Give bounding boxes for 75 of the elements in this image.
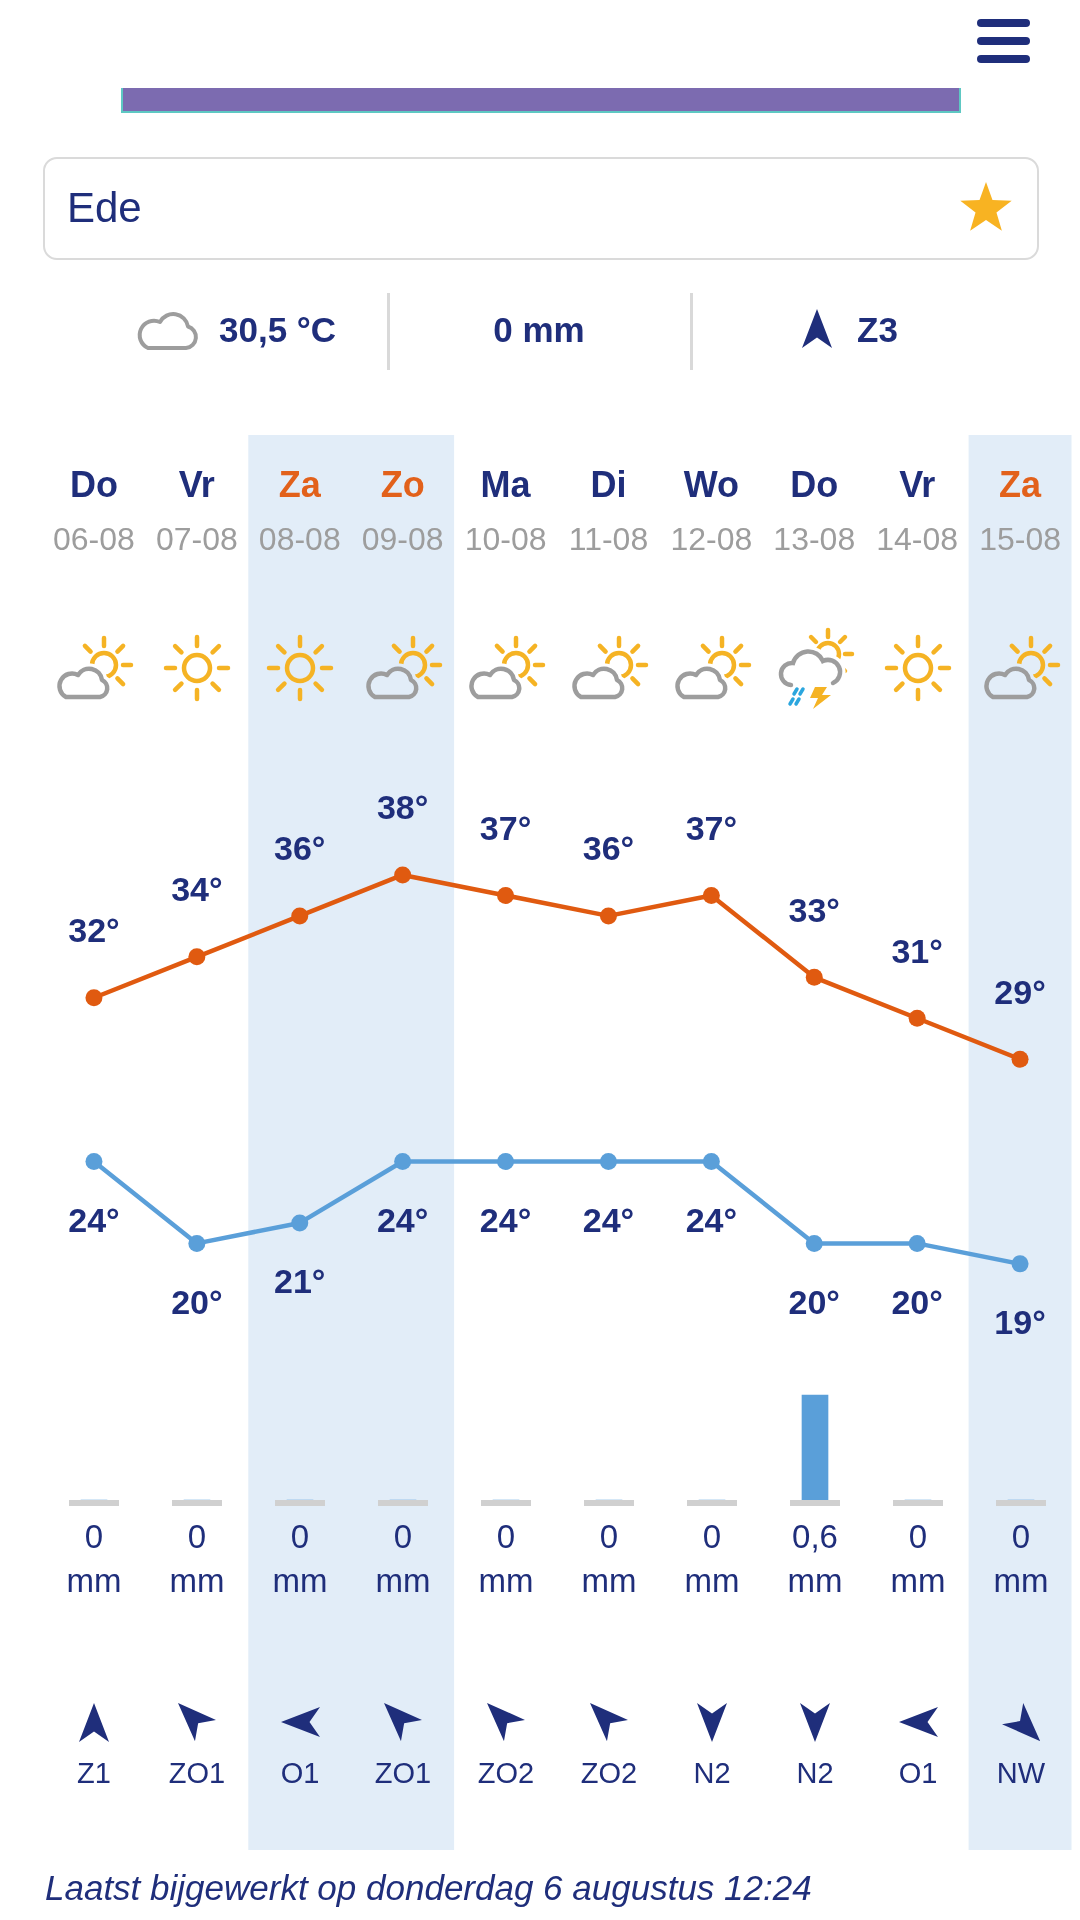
point	[85, 1153, 103, 1171]
x-tick-label: Do 13-08	[773, 463, 856, 557]
text: ZO1	[168, 1757, 226, 1790]
x-tick-label: Za 15-08	[979, 463, 1061, 557]
point	[497, 886, 515, 904]
data-label: 0 mm	[993, 1518, 1049, 1600]
point	[599, 1153, 617, 1171]
x-tick-label: Ma 10-08	[464, 463, 547, 557]
x-tick-label: Zo 09-08	[361, 463, 444, 557]
point	[291, 1214, 309, 1232]
point	[908, 1009, 926, 1027]
search-field: Ede	[43, 157, 1039, 260]
point	[1011, 1255, 1029, 1273]
text: ZO2	[477, 1757, 535, 1790]
data-label: 37°	[479, 808, 532, 847]
x-tick-label: Di 11-08	[568, 463, 649, 557]
text: ZO2	[580, 1757, 638, 1790]
x-tick-label: Wo 12-08	[670, 463, 753, 557]
data-label: 21°	[274, 1262, 326, 1301]
x-tick-label: Vr 07-08	[155, 463, 238, 557]
text: NW	[996, 1757, 1046, 1790]
data-label: 29°	[994, 972, 1046, 1011]
data-label: 0 mm	[684, 1518, 740, 1600]
data-label: 31°	[891, 931, 943, 970]
text: O1	[280, 1757, 320, 1790]
x-tick-label: Do 06-08	[53, 463, 135, 557]
text: Laatst bijgewerkt op donderdag 6 augustus 12:24	[45, 1867, 812, 1907]
data-label: 20°	[171, 1282, 223, 1321]
text: N2	[796, 1757, 834, 1790]
data-label: 20°	[788, 1282, 840, 1321]
text: O1	[898, 1757, 938, 1790]
data-label: 20°	[891, 1282, 943, 1321]
x-tick-label: Vr 14-08	[876, 463, 959, 557]
data-label: 36°	[274, 829, 326, 868]
data-label: 0,6 mm	[787, 1518, 843, 1600]
point	[1011, 1050, 1029, 1068]
text: Z1	[77, 1757, 111, 1790]
point	[599, 907, 617, 925]
point	[394, 866, 412, 884]
point	[85, 989, 103, 1007]
text: N2	[693, 1757, 731, 1790]
point	[702, 886, 720, 904]
data-label: 24°	[376, 1200, 429, 1239]
data-label: 24°	[582, 1200, 635, 1239]
data-label: 36°	[582, 829, 635, 868]
text: Z3	[857, 310, 898, 349]
data-label: 0 mm	[272, 1518, 328, 1600]
data-label: 0 mm	[375, 1518, 431, 1600]
data-label: 32°	[68, 911, 120, 950]
data-label: 33°	[788, 890, 840, 929]
point	[702, 1153, 720, 1171]
text: 0 mm	[493, 310, 585, 349]
point	[394, 1153, 412, 1171]
data-label: 0 mm	[581, 1518, 637, 1600]
point	[497, 1153, 515, 1171]
data-label: 0 mm	[478, 1518, 534, 1600]
point	[188, 1234, 206, 1252]
x-tick-label: Za 08-08	[258, 463, 341, 557]
data-label: 0 mm	[890, 1518, 946, 1600]
point	[805, 968, 823, 986]
data-label: 24°	[479, 1200, 532, 1239]
point	[188, 948, 206, 966]
data-label: 0 mm	[66, 1518, 122, 1600]
data-label: 24°	[68, 1200, 120, 1239]
text: ZO1	[374, 1757, 432, 1790]
text: 30,5 °C	[219, 310, 337, 349]
point	[291, 907, 309, 925]
data-label: 0 mm	[169, 1518, 225, 1600]
point	[908, 1234, 926, 1252]
data-label: 19°	[994, 1303, 1046, 1342]
data-label: 34°	[171, 870, 223, 909]
data-label: 38°	[376, 788, 429, 827]
data-label: 37°	[685, 808, 738, 847]
point	[805, 1234, 823, 1252]
data-label: 24°	[685, 1200, 738, 1239]
